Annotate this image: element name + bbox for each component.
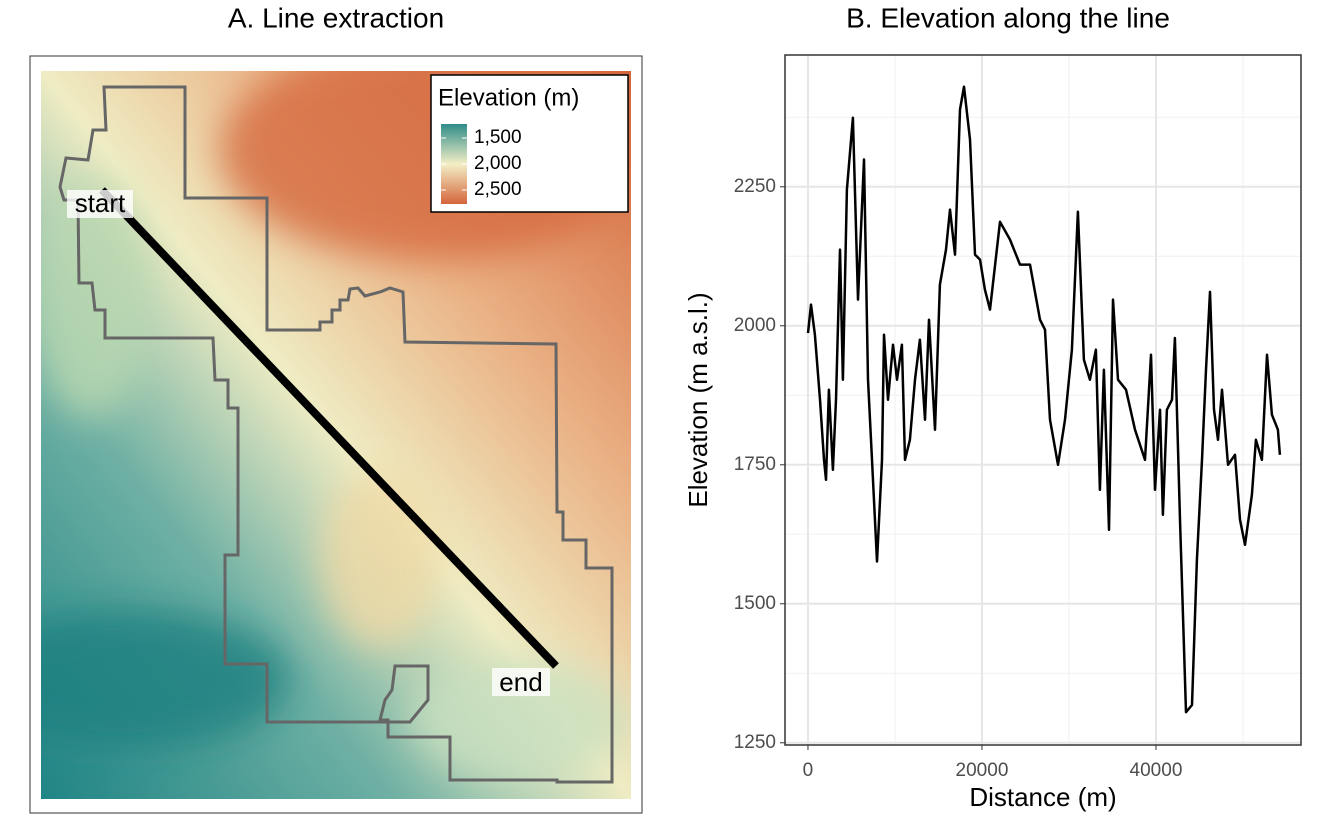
legend-title: Elevation (m) — [438, 84, 579, 111]
legend-label: 2,000 — [474, 153, 522, 174]
y-tick-label: 1250 — [734, 732, 776, 753]
x-axis-label: Distance (m) — [969, 782, 1116, 812]
x-tick-label: 0 — [803, 760, 814, 781]
y-tick-label: 2000 — [734, 315, 776, 336]
elevation-line — [806, 85, 1282, 714]
terrain — [41, 71, 631, 799]
boundary — [58, 85, 614, 784]
plot-bg — [785, 55, 1301, 745]
end-label: end — [499, 667, 542, 697]
y-axis-label: Elevation (m a.s.l.) — [683, 292, 713, 507]
x-tick-label: 40000 — [1130, 760, 1183, 781]
y-tick-label: 1750 — [734, 454, 776, 475]
plot-frame — [784, 54, 1302, 746]
y-tick-label: 1500 — [734, 593, 776, 614]
extraction-line — [99, 187, 559, 669]
start-label: start — [75, 188, 126, 218]
legend-label: 2,500 — [474, 179, 522, 200]
legend-label: 1,500 — [474, 127, 522, 148]
x-tick-label: 20000 — [956, 760, 1009, 781]
chart-title: B. Elevation along the line — [846, 2, 1170, 33]
label-box — [492, 668, 550, 696]
label-box — [67, 190, 133, 218]
map-title: A. Line extraction — [228, 2, 444, 33]
y-tick-label: 2250 — [734, 176, 776, 197]
